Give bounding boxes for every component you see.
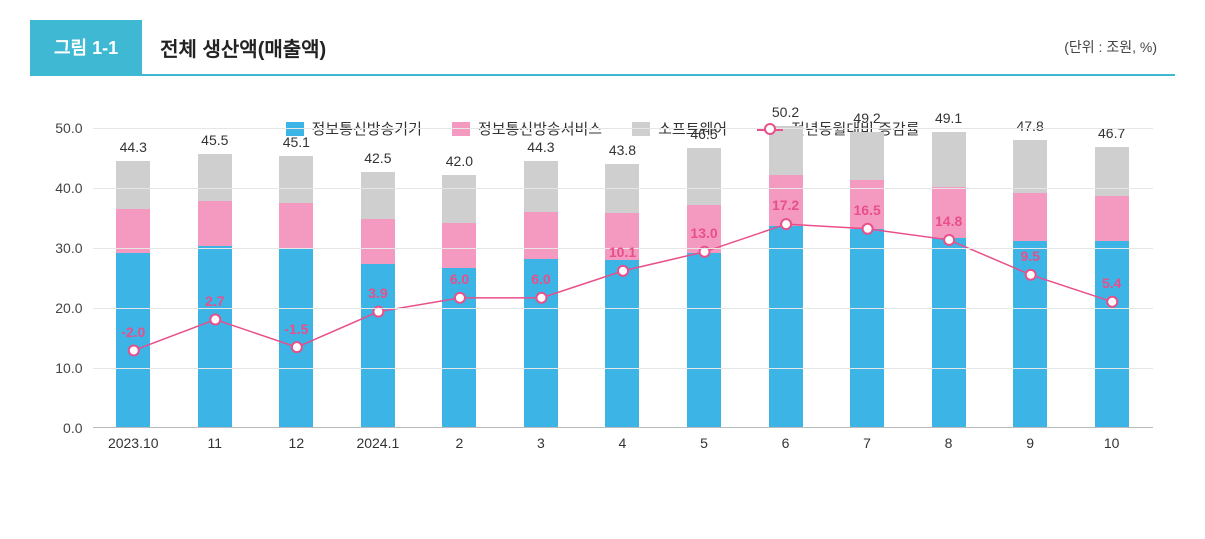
bars-container: 44.3 45.5 45.1 42.5 42.0 44.3 43.8 46.5 50.2 49.2… [93, 128, 1153, 427]
bar-total-label: 43.8 [592, 142, 652, 158]
bar-segment [524, 212, 558, 259]
bar-segment [361, 219, 395, 264]
bar-total-label: 44.3 [511, 139, 571, 155]
x-tick-label: 11 [185, 435, 245, 451]
gridline [93, 188, 1153, 189]
growth-value-label: 17.2 [772, 197, 799, 213]
growth-value-label: 6.0 [450, 271, 469, 287]
x-tick-label: 4 [592, 435, 652, 451]
bar-segment [850, 132, 884, 180]
bar-segment [198, 246, 232, 427]
bar-group: 50.2 [769, 126, 803, 427]
bar-total-label: 45.1 [266, 134, 326, 150]
x-axis-labels: 2023.10 11 12 2024.1 2 3 4 5 6 7 8 9 10 [93, 435, 1153, 451]
bar-segment [1095, 241, 1129, 427]
bar-segment [116, 161, 150, 209]
bar-segment [687, 253, 721, 427]
legend-line-swatch [757, 122, 783, 136]
bar-total-label: 47.8 [1000, 118, 1060, 134]
x-tick-label: 9 [1000, 435, 1060, 451]
y-tick-label: 50.0 [38, 120, 83, 136]
bar-segment [442, 223, 476, 268]
bar-segment [932, 132, 966, 187]
growth-value-label: -1.5 [284, 321, 308, 337]
gridline [93, 308, 1153, 309]
chart-unit: (단위 : 조원, %) [1064, 37, 1157, 57]
bar-segment [1013, 241, 1047, 427]
bar-group: 46.5 [687, 148, 721, 427]
bar-segment [932, 238, 966, 427]
gridline [93, 368, 1153, 369]
growth-value-label: 14.8 [935, 213, 962, 229]
chart-title: 전체 생산액(매출액) [160, 33, 326, 62]
bar-group: 49.1 [932, 132, 966, 427]
bar-segment [442, 175, 476, 223]
y-tick-label: 40.0 [38, 180, 83, 196]
bar-segment [1013, 140, 1047, 193]
growth-value-label: 13.0 [690, 225, 717, 241]
growth-value-label: 5.4 [1102, 275, 1121, 291]
x-tick-label: 2023.10 [103, 435, 163, 451]
y-tick-label: 30.0 [38, 240, 83, 256]
bar-total-label: 45.5 [185, 132, 245, 148]
chart-area: 44.3 45.5 45.1 42.5 42.0 44.3 43.8 46.5 50.2 49.2… [33, 118, 1173, 498]
bar-total-label: 42.5 [348, 150, 408, 166]
bar-group: 43.8 [605, 164, 639, 427]
bar-segment [1095, 196, 1129, 241]
bar-segment [361, 172, 395, 219]
bar-group: 47.8 [1013, 140, 1047, 427]
x-tick-label: 8 [919, 435, 979, 451]
x-tick-label: 10 [1082, 435, 1142, 451]
x-tick-label: 12 [266, 435, 326, 451]
y-tick-label: 0.0 [38, 420, 83, 436]
bar-segment [116, 253, 150, 427]
bar-segment [769, 226, 803, 427]
x-tick-label: 2 [429, 435, 489, 451]
growth-value-label: 6.0 [531, 271, 550, 287]
bar-segment [687, 148, 721, 205]
bar-segment [279, 156, 313, 203]
x-tick-label: 3 [511, 435, 571, 451]
bar-segment [1013, 193, 1047, 241]
figure-tag: 그림 1-1 [30, 20, 142, 74]
y-tick-label: 20.0 [38, 300, 83, 316]
title-wrap: 전체 생산액(매출액) (단위 : 조원, %) [142, 20, 1175, 74]
growth-value-label: 3.9 [368, 285, 387, 301]
bar-group: 44.3 [116, 161, 150, 427]
bar-total-label: 49.1 [919, 110, 979, 126]
bar-group: 45.1 [279, 156, 313, 427]
growth-value-label: 2.7 [205, 293, 224, 309]
growth-value-label: 9.5 [1020, 248, 1039, 264]
gridline [93, 128, 1153, 129]
bar-group: 49.2 [850, 132, 884, 427]
x-tick-label: 7 [837, 435, 897, 451]
growth-value-label: -2.0 [121, 324, 145, 340]
bar-total-label: 50.2 [756, 104, 816, 120]
bar-segment [198, 154, 232, 201]
bar-segment [605, 260, 639, 427]
x-tick-label: 5 [674, 435, 734, 451]
plot-region: 44.3 45.5 45.1 42.5 42.0 44.3 43.8 46.5 50.2 49.2… [93, 128, 1153, 428]
bar-group: 45.5 [198, 154, 232, 427]
bar-segment [524, 161, 558, 212]
bar-segment [442, 268, 476, 427]
figure-header: 그림 1-1 전체 생산액(매출액) (단위 : 조원, %) [30, 20, 1175, 76]
bar-group: 42.0 [442, 175, 476, 427]
growth-value-label: 16.5 [853, 202, 880, 218]
x-tick-label: 6 [756, 435, 816, 451]
bar-segment [116, 209, 150, 253]
bar-segment [198, 201, 232, 246]
y-tick-label: 10.0 [38, 360, 83, 376]
growth-value-label: 10.1 [609, 244, 636, 260]
bar-segment [279, 203, 313, 248]
bar-segment [279, 248, 313, 427]
bar-total-label: 49.2 [837, 110, 897, 126]
bar-total-label: 42.0 [429, 153, 489, 169]
bar-total-label: 44.3 [103, 139, 163, 155]
bar-segment [850, 229, 884, 427]
x-tick-label: 2024.1 [348, 435, 408, 451]
bar-group: 44.3 [524, 161, 558, 427]
